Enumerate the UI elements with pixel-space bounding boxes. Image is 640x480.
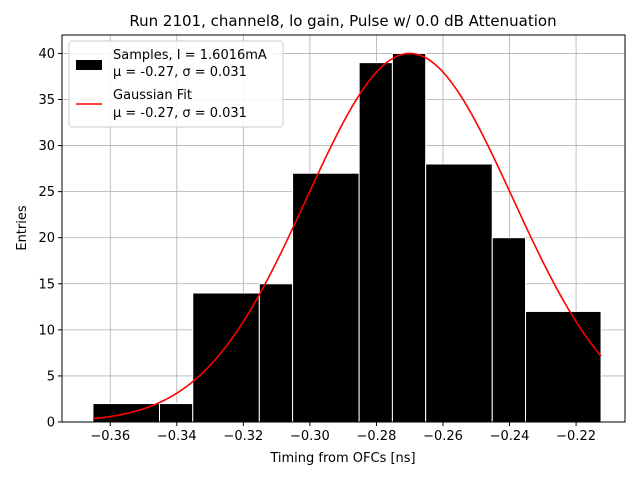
y-tick-label: 30 [38,139,55,154]
x-tick-label: −0.30 [290,429,330,444]
histogram-bar [292,172,360,423]
y-tick-label: 20 [38,231,55,246]
histogram-bar [158,403,194,423]
histogram-bar [358,62,393,423]
legend-stats-samples: μ = -0.27, σ = 0.031 [113,65,247,80]
histogram-bar [525,310,602,423]
y-tick-label: 40 [38,47,55,62]
histogram-bar [258,283,294,423]
y-tick-label: 5 [47,369,55,384]
legend-swatch-samples [76,60,102,70]
gaussian-fit-line [92,52,602,420]
y-tick-label: 10 [38,323,55,338]
x-tick-label: −0.36 [90,429,130,444]
x-tick-label: −0.24 [490,429,530,444]
histogram-bar [425,163,493,423]
legend-box [68,40,284,128]
y-tick-label: 25 [38,185,55,200]
x-axis-label: Timing from OFCs [ns] [269,451,415,466]
x-tick-label: −0.26 [423,429,463,444]
y-tick-label: 15 [38,277,55,292]
x-tick-label: −0.28 [357,429,397,444]
histogram-bar [491,237,527,423]
histogram-bars [92,52,602,423]
y-tick-label: 35 [38,93,55,108]
legend-label-fit: Gaussian Fit [113,88,192,103]
chart-title: Run 2101, channel8, lo gain, Pulse w/ 0.… [129,12,556,30]
legend: Samples, I = 1.6016mA μ = -0.27, σ = 0.0… [68,40,284,128]
plot-frame [61,34,626,423]
x-axis-ticks: −0.36 −0.34 −0.32 −0.30 −0.28 −0.26 −0.24 −0.22 [90,422,596,444]
x-tick-label: −0.32 [223,429,263,444]
x-tick-label: −0.22 [556,429,596,444]
x-tick-label: −0.34 [157,429,197,444]
y-axis-label: Entries [15,205,30,251]
legend-label-samples: Samples, I = 1.6016mA [113,48,267,63]
y-axis-ticks: 0 5 10 15 20 25 30 35 40 [38,47,62,431]
y-tick-label: 0 [47,416,55,431]
legend-stats-fit: μ = -0.27, σ = 0.031 [113,106,247,121]
histogram-bar [391,52,427,423]
